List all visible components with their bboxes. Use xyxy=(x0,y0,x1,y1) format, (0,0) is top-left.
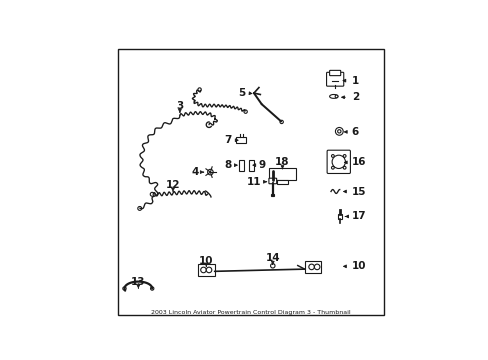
Text: 13: 13 xyxy=(131,276,145,287)
FancyBboxPatch shape xyxy=(326,150,350,174)
Text: 2003 Lincoln Aviator Powertrain Control Diagram 3 - Thumbnail: 2003 Lincoln Aviator Powertrain Control … xyxy=(150,310,350,315)
FancyBboxPatch shape xyxy=(238,160,244,171)
Circle shape xyxy=(308,264,314,270)
Circle shape xyxy=(200,267,206,273)
Text: 6: 6 xyxy=(351,127,358,137)
Circle shape xyxy=(244,110,247,113)
Text: 16: 16 xyxy=(351,157,366,167)
Circle shape xyxy=(331,154,334,157)
Circle shape xyxy=(337,130,340,133)
Text: 3: 3 xyxy=(176,100,183,111)
Text: 7: 7 xyxy=(224,135,231,145)
Text: 10: 10 xyxy=(351,261,366,271)
Text: 2: 2 xyxy=(351,92,358,102)
FancyBboxPatch shape xyxy=(326,72,343,86)
Ellipse shape xyxy=(329,94,337,98)
Text: 9: 9 xyxy=(259,160,265,170)
Circle shape xyxy=(331,155,345,168)
Text: 17: 17 xyxy=(351,211,366,221)
FancyBboxPatch shape xyxy=(304,261,321,273)
Circle shape xyxy=(314,264,319,270)
Circle shape xyxy=(207,169,213,175)
Ellipse shape xyxy=(334,95,337,98)
Circle shape xyxy=(206,267,211,273)
Text: 4: 4 xyxy=(192,167,199,177)
Text: 10: 10 xyxy=(199,256,213,266)
Text: 1: 1 xyxy=(351,76,358,86)
Text: 5: 5 xyxy=(237,88,244,98)
FancyBboxPatch shape xyxy=(337,214,342,219)
Circle shape xyxy=(150,287,154,290)
FancyBboxPatch shape xyxy=(329,70,340,76)
Text: 12: 12 xyxy=(165,180,180,190)
Circle shape xyxy=(331,166,334,169)
FancyBboxPatch shape xyxy=(248,160,254,171)
Text: 8: 8 xyxy=(224,160,231,170)
FancyBboxPatch shape xyxy=(268,168,295,180)
Text: 11: 11 xyxy=(247,177,261,187)
Text: 14: 14 xyxy=(265,253,280,263)
Text: 18: 18 xyxy=(275,157,289,167)
Circle shape xyxy=(280,120,283,123)
Circle shape xyxy=(335,127,343,135)
Circle shape xyxy=(138,207,142,210)
FancyBboxPatch shape xyxy=(268,178,276,184)
FancyBboxPatch shape xyxy=(276,180,287,184)
Circle shape xyxy=(150,192,154,196)
FancyBboxPatch shape xyxy=(198,264,214,276)
Circle shape xyxy=(343,166,346,169)
Circle shape xyxy=(122,287,126,290)
Circle shape xyxy=(270,264,274,268)
Circle shape xyxy=(343,154,346,157)
FancyBboxPatch shape xyxy=(236,137,246,143)
Text: 15: 15 xyxy=(351,186,366,197)
Circle shape xyxy=(198,88,201,91)
FancyBboxPatch shape xyxy=(270,194,274,196)
